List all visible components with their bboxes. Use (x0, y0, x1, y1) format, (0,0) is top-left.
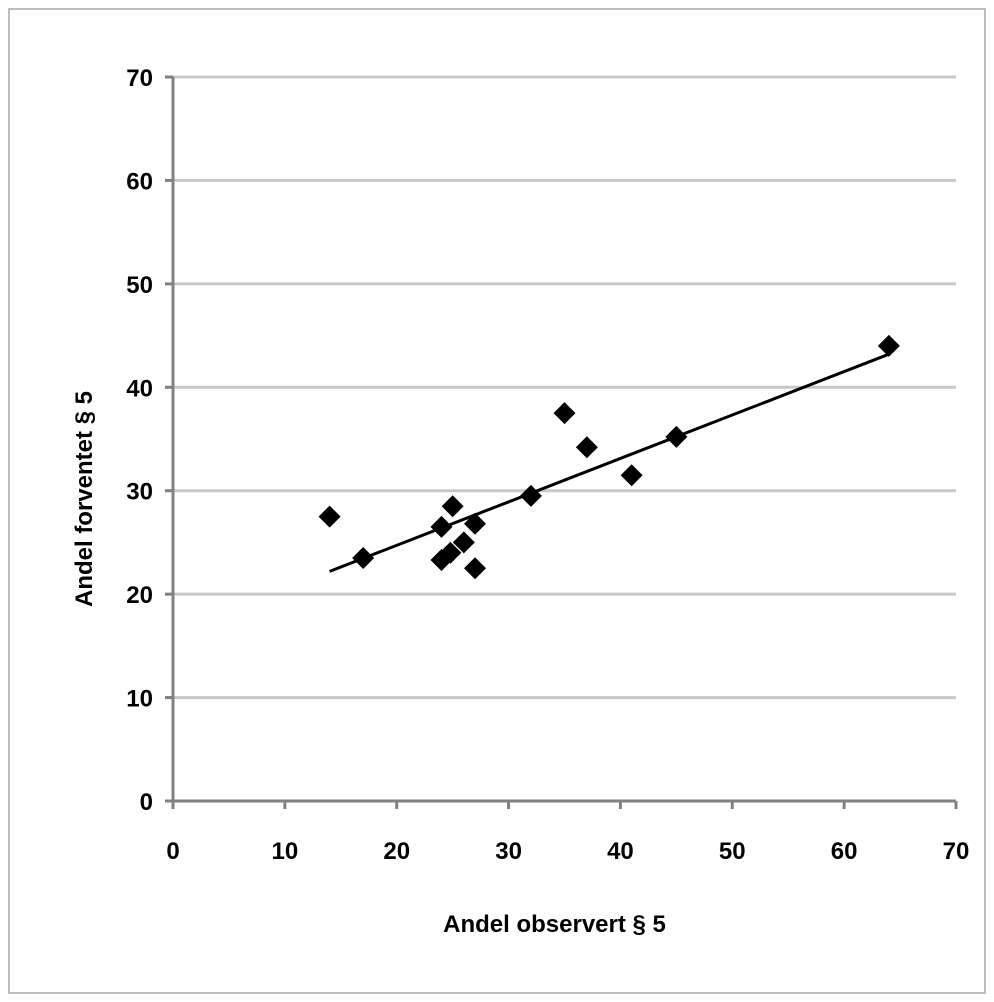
y-tick-label-10: 10 (126, 686, 153, 713)
data-point-9 (464, 557, 487, 580)
data-point-8 (464, 512, 487, 535)
x-tick-label-60: 60 (831, 838, 858, 865)
data-point-10 (519, 484, 542, 507)
trendline (329, 352, 890, 573)
axes (171, 77, 956, 803)
y-tick-label-60: 60 (126, 168, 153, 195)
data-point-11 (553, 402, 576, 425)
tick-labels: 0 10 20 30 40 50 60 70 0 10 20 30 40 50 60 70 (126, 65, 969, 865)
data-point-14 (665, 425, 688, 448)
data-point-1 (318, 505, 341, 528)
x-tick-label-20: 20 (383, 838, 410, 865)
data-point-4 (430, 515, 453, 538)
x-tick-label-30: 30 (495, 838, 522, 865)
x-tick-label-10: 10 (272, 838, 299, 865)
data-point-12 (575, 436, 598, 459)
trendline-group (329, 352, 890, 573)
data-points (318, 334, 900, 580)
data-point-13 (620, 464, 643, 487)
x-tick-label-50: 50 (719, 838, 746, 865)
y-tick-label-20: 20 (126, 582, 153, 609)
x-axis-title: Andel observert § 5 (443, 911, 666, 938)
y-axis-title: Andel forventet § 5 (71, 391, 98, 607)
chart-frame: 0 10 20 30 40 50 60 70 0 10 20 30 40 50 60 70 Andel obs… (8, 8, 986, 994)
y-tick-label-40: 40 (126, 375, 153, 402)
data-point-15 (877, 334, 900, 357)
y-tick-label-70: 70 (126, 65, 153, 92)
x-tick-label-0: 0 (166, 838, 179, 865)
scatter-chart: 0 10 20 30 40 50 60 70 0 10 20 30 40 50 60 70 Andel obs… (71, 65, 969, 938)
y-tick-label-50: 50 (126, 272, 153, 299)
y-tick-label-0: 0 (140, 789, 153, 816)
data-point-7 (452, 531, 475, 554)
y-tick-label-30: 30 (126, 479, 153, 506)
tick-marks (165, 75, 958, 809)
gridlines (173, 75, 956, 700)
data-point-6 (441, 495, 464, 518)
data-point-2 (352, 546, 375, 569)
x-tick-label-70: 70 (943, 838, 970, 865)
x-tick-label-40: 40 (607, 838, 634, 865)
data-point-5 (439, 541, 462, 564)
